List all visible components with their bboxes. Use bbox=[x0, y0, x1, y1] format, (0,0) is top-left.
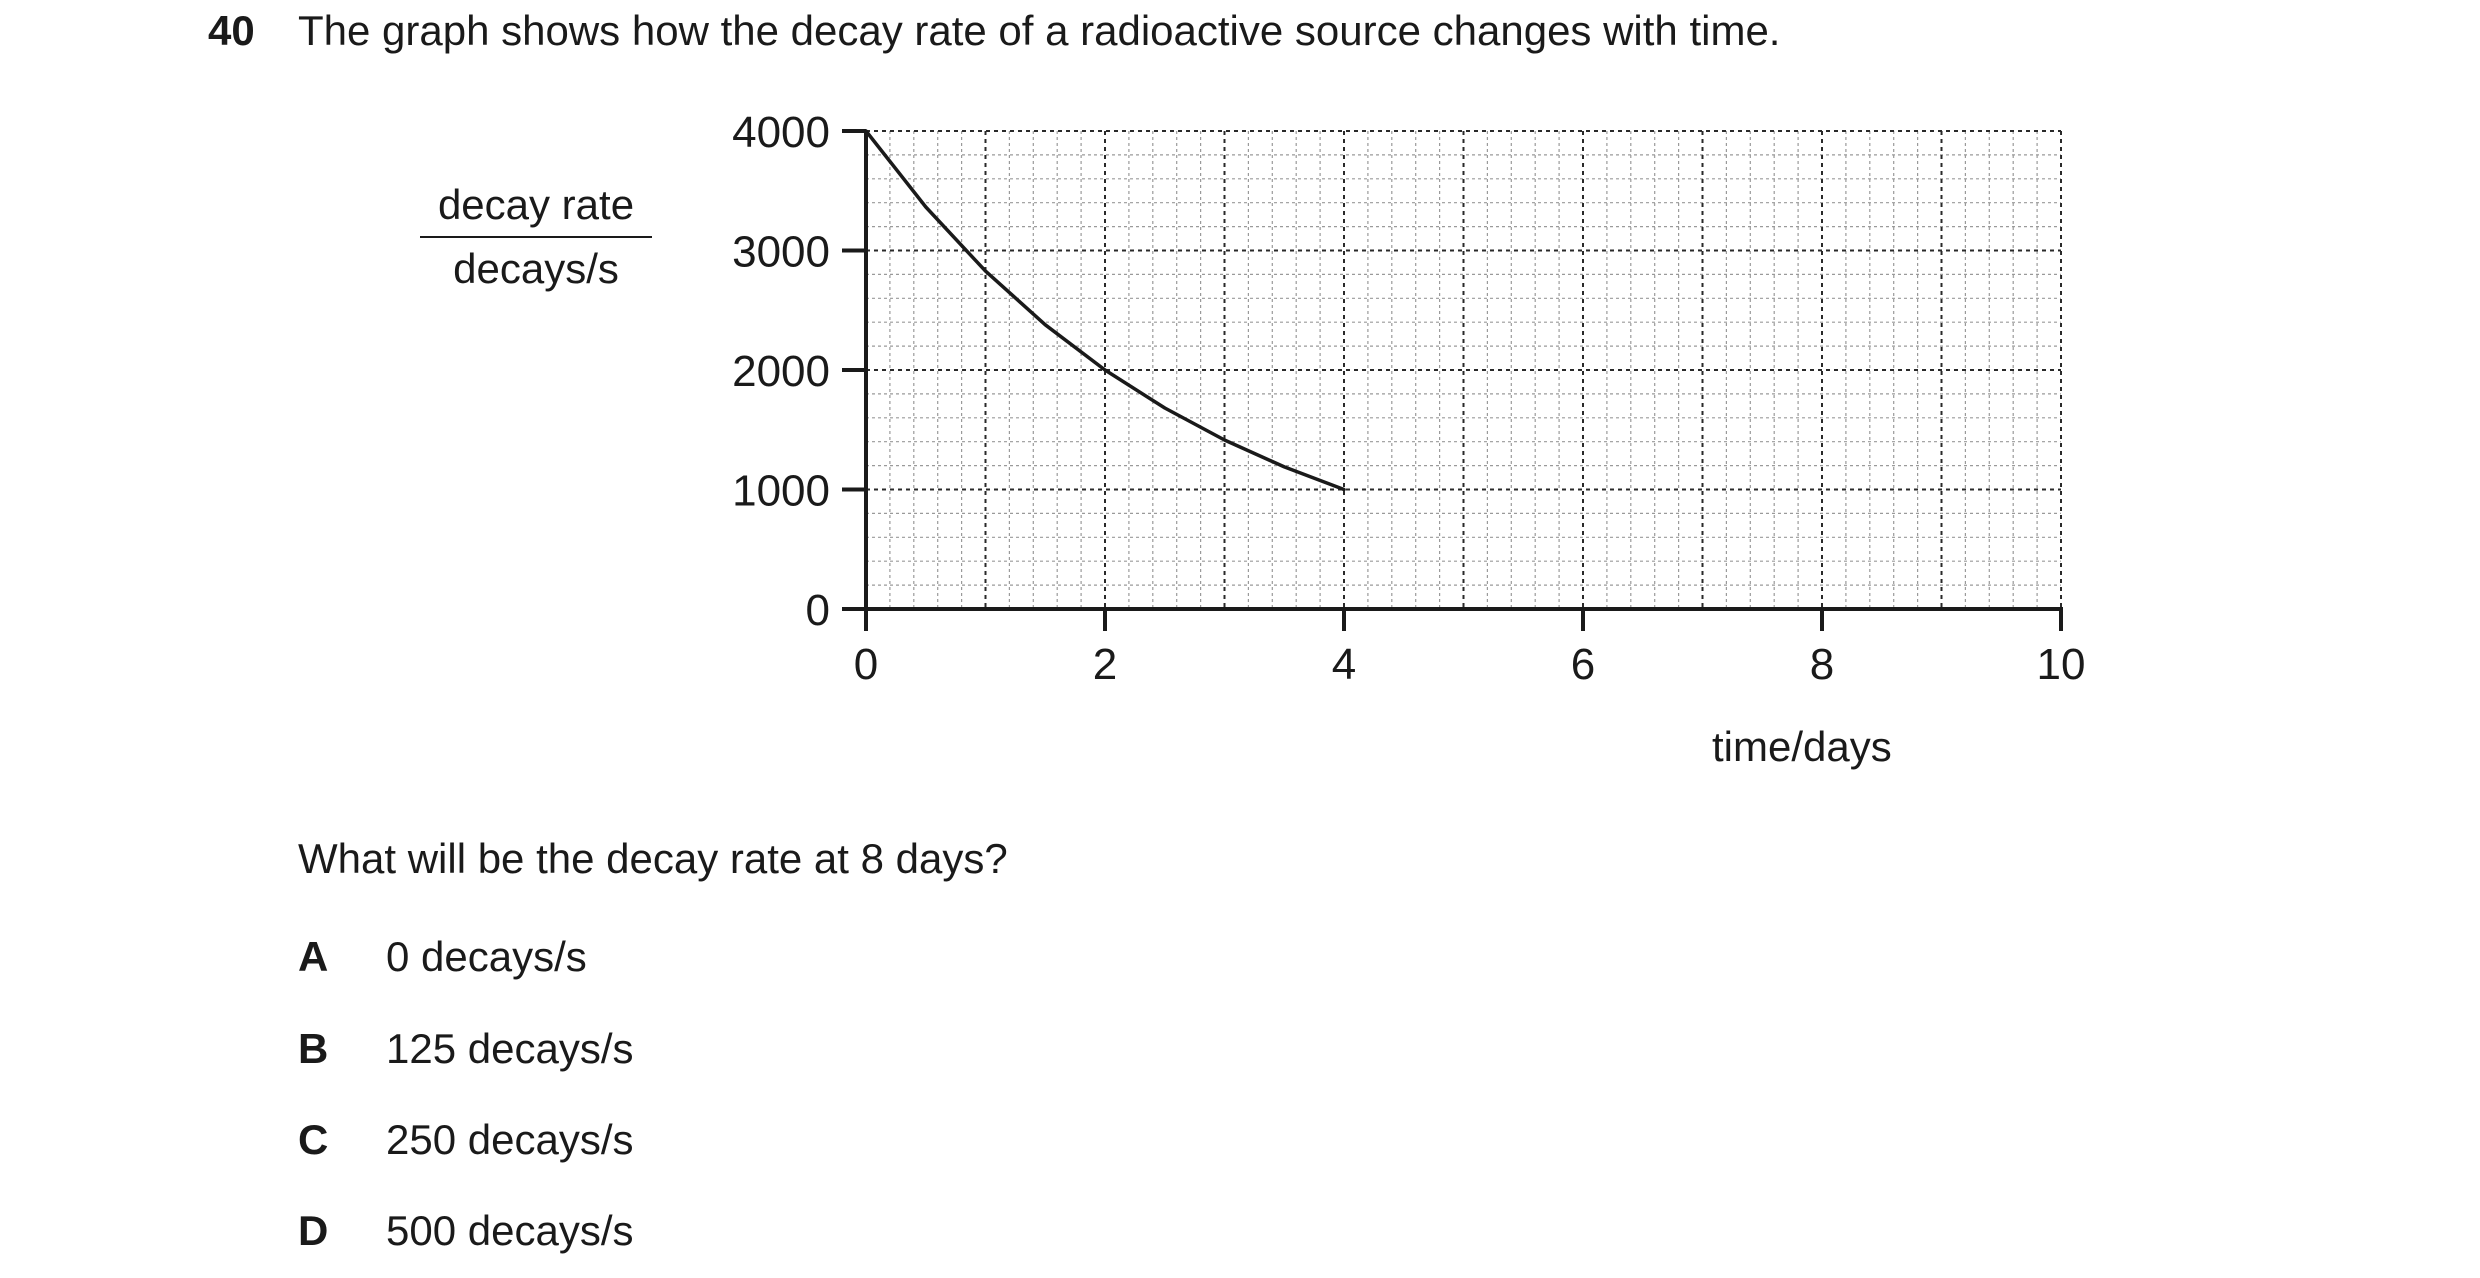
grid-major bbox=[866, 130, 2062, 609]
x-tick-label: 4 bbox=[1332, 640, 1356, 689]
y-tick-label: 1000 bbox=[732, 467, 830, 516]
y-axis-label-quantity: decay rate bbox=[420, 180, 652, 239]
x-tick-label: 8 bbox=[1810, 640, 1834, 689]
question-number: 40 bbox=[208, 7, 255, 54]
option-a-text: 0 decays/s bbox=[386, 933, 587, 980]
option-c-letter: C bbox=[298, 1116, 329, 1163]
option-d-text: 500 decays/s bbox=[386, 1207, 634, 1254]
axis-ticks bbox=[842, 129, 2063, 631]
option-a-letter: A bbox=[298, 933, 329, 980]
question-prompt: What will be the decay rate at 8 days? bbox=[298, 835, 1008, 882]
option-b-text: 125 decays/s bbox=[386, 1025, 634, 1072]
grid-minor bbox=[866, 131, 2061, 609]
y-axis-label-unit: decays/s bbox=[453, 245, 619, 293]
decay-rate-graph: 0 1000 2000 3000 4000 0 2 4 6 8 10 bbox=[732, 108, 2085, 689]
y-tick-label: 4000 bbox=[732, 108, 830, 157]
y-tick-label: 3000 bbox=[732, 228, 830, 277]
series-layer bbox=[864, 129, 1346, 492]
axis-tick-labels: 0 1000 2000 3000 4000 0 2 4 6 8 10 bbox=[732, 108, 2085, 689]
x-tick-label: 2 bbox=[1093, 640, 1117, 689]
y-axis-label: decay rate decays/s bbox=[420, 180, 652, 295]
series-0-curve bbox=[864, 129, 1346, 492]
x-tick-label: 6 bbox=[1571, 640, 1595, 689]
option-c-text: 250 decays/s bbox=[386, 1116, 634, 1163]
x-tick-label: 10 bbox=[2037, 640, 2086, 689]
x-tick-label: 0 bbox=[854, 640, 878, 689]
option-b-letter: B bbox=[298, 1025, 329, 1072]
x-axis-label: time/days bbox=[1712, 723, 1892, 770]
option-d-letter: D bbox=[298, 1207, 329, 1254]
y-tick-label: 2000 bbox=[732, 347, 830, 396]
y-tick-label: 0 bbox=[806, 586, 830, 635]
question-text: The graph shows how the decay rate of a … bbox=[298, 7, 1781, 54]
